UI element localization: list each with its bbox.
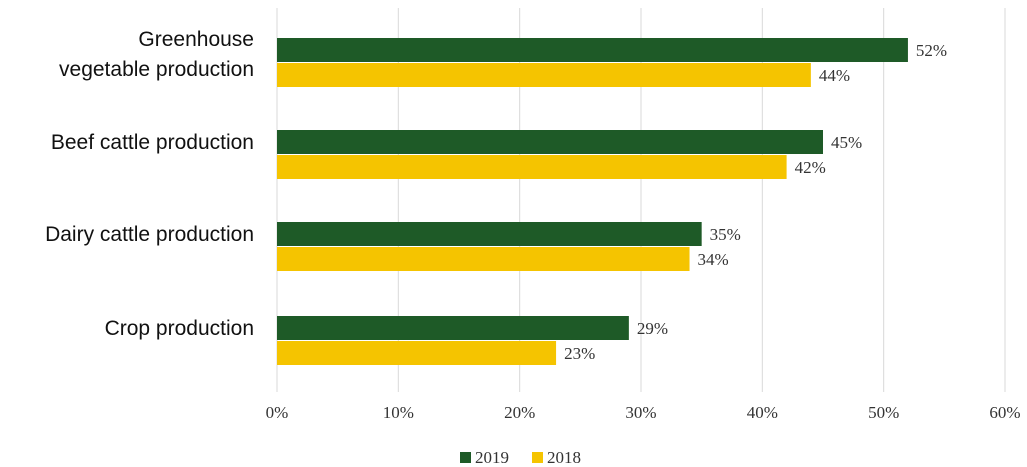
bar-2019-0 <box>277 38 908 62</box>
x-tick-label: 20% <box>504 403 535 422</box>
legend-swatch-2018 <box>532 452 543 463</box>
x-tick-label: 0% <box>266 403 289 422</box>
category-label: Dairy cattle production <box>45 223 254 246</box>
data-label-2018-0: 44% <box>819 66 850 85</box>
category-label: Greenhouse <box>138 28 254 51</box>
category-label: vegetable production <box>59 58 254 81</box>
bar-2018-2 <box>277 247 690 271</box>
x-tick-label: 50% <box>868 403 899 422</box>
data-label-2019-0: 52% <box>916 41 947 60</box>
category-label: Beef cattle production <box>51 131 254 154</box>
legend-label-2019: 2019 <box>475 448 509 467</box>
x-tick-label: 60% <box>989 403 1020 422</box>
bar-2019-3 <box>277 316 629 340</box>
data-label-2019-3: 29% <box>637 319 668 338</box>
data-label-2019-1: 45% <box>831 133 862 152</box>
bar-2018-1 <box>277 155 787 179</box>
legend-label-2018: 2018 <box>547 448 581 467</box>
category-label: Crop production <box>105 317 254 340</box>
bar-2019-1 <box>277 130 823 154</box>
bar-2019-2 <box>277 222 702 246</box>
x-tick-label: 30% <box>625 403 656 422</box>
bars <box>277 38 908 365</box>
bar-2018-3 <box>277 341 557 365</box>
data-label-2019-2: 35% <box>710 225 741 244</box>
bar-2018-0 <box>277 63 811 87</box>
x-tick-label: 40% <box>747 403 778 422</box>
x-axis-tick-labels: 0% 10% 20% 30% 40% 50% 60% <box>266 403 1021 422</box>
category-labels: Greenhouse vegetable production Beef cattl… <box>45 28 254 340</box>
legend-swatch-2019 <box>460 452 471 463</box>
legend: 2019 2018 <box>460 448 581 467</box>
data-label-2018-2: 34% <box>698 250 729 269</box>
data-label-2018-1: 42% <box>795 158 826 177</box>
x-tick-label: 10% <box>383 403 414 422</box>
data-label-2018-3: 23% <box>564 344 595 363</box>
data-labels: 52% 44% 45% 42% 35% 34% 29% 23% <box>564 41 947 363</box>
